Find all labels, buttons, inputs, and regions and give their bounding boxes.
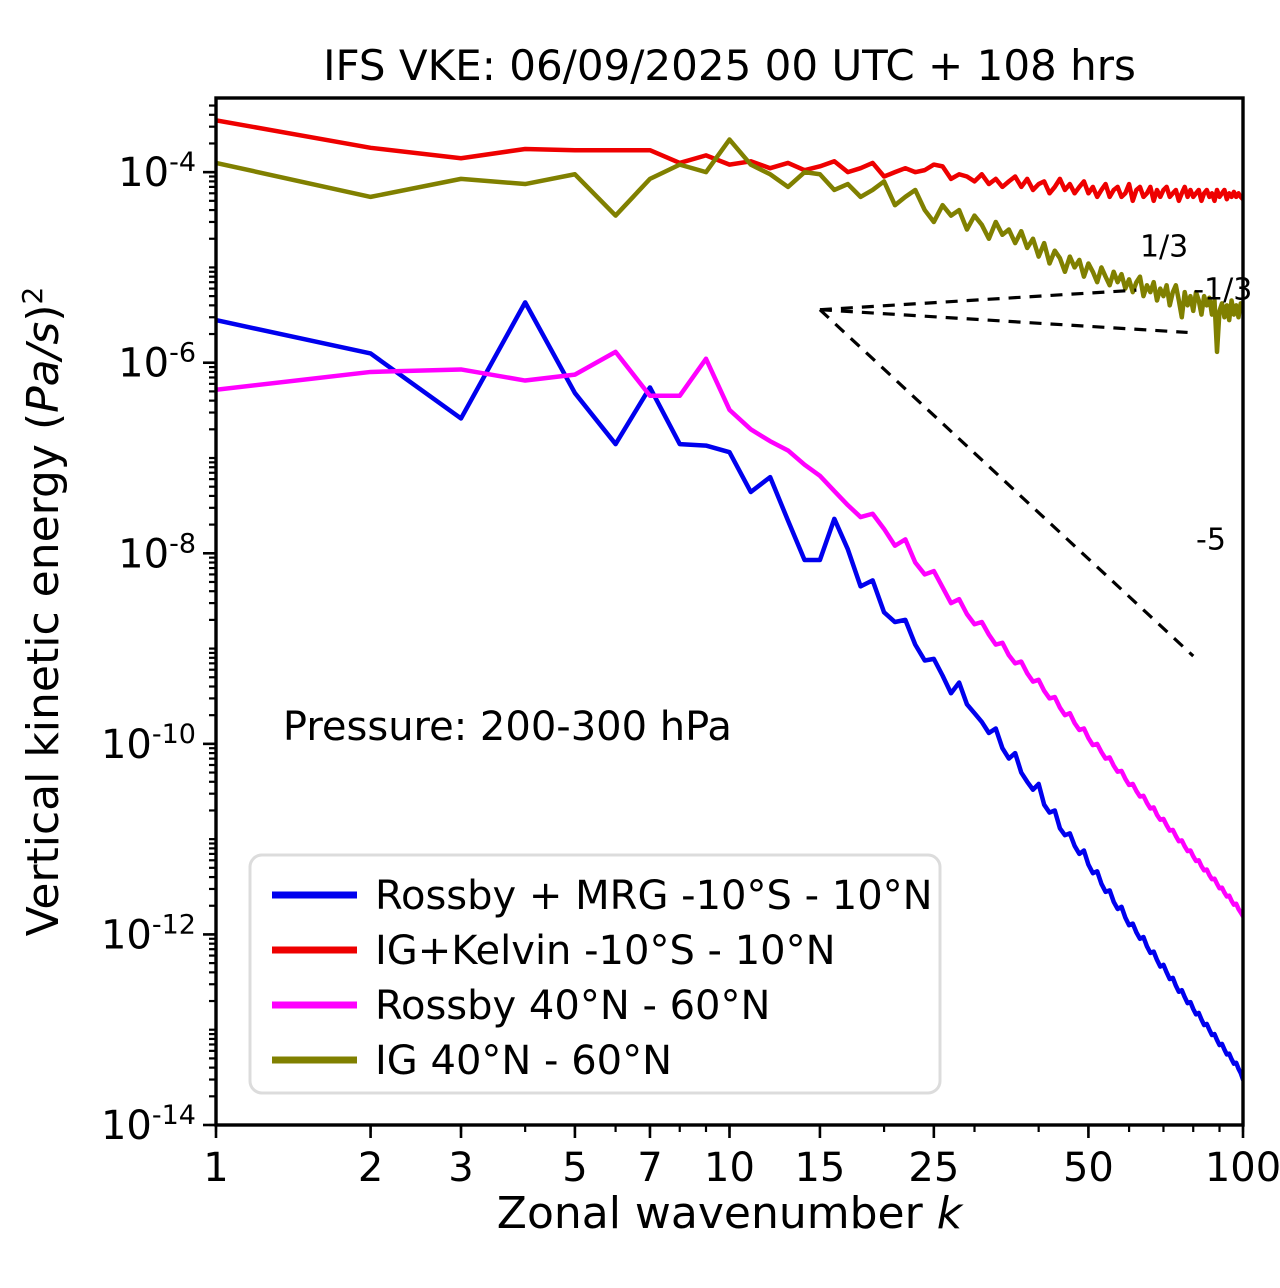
axes-frame [214,96,1245,1127]
legend-label-3: IG 40°N - 60°N [375,1038,672,1084]
y-tick-label: 10-14 [101,1100,196,1150]
legend-box [248,853,942,1095]
y-tick-label: 10-10 [101,718,196,768]
legend-label-2: Rossby 40°N - 60°N [375,983,770,1029]
x-tick-label: 2 [358,1145,383,1191]
x-axis-title: Zonal wavenumber k [497,1188,964,1239]
x-tick-label: 15 [794,1145,845,1191]
series-line-3 [216,137,1243,355]
x-tick-label: 10 [704,1145,755,1191]
y-axis-title: Vertical kinetic energy (Pa/s)2 [16,287,70,937]
chart-title: IFS VKE: 06/09/2025 00 UTC + 108 hrs [323,41,1136,90]
y-tick-label: 10-8 [118,528,196,578]
slope-label-minus-five: -5 [1196,522,1226,557]
legend-label-0: Rossby + MRG -10°S - 10°N [375,873,933,919]
series-line-2 [216,349,1243,919]
slope-label-plus-third: 1/3 [1140,230,1188,265]
x-tick-label: 5 [562,1145,587,1191]
x-tick-label: 7 [637,1145,662,1191]
x-tick-label: 50 [1063,1145,1114,1191]
x-tick-label: 3 [448,1145,473,1191]
y-tick-label: 10-4 [118,147,196,197]
series-line-0 [216,300,1243,1082]
x-tick-label: 25 [908,1145,959,1191]
x-tick-label: 1 [203,1145,228,1191]
reference-line-2 [818,308,1195,658]
series-line-1 [216,118,1243,204]
y-tick-label: 10-6 [118,337,196,387]
y-tick-label: 10-12 [101,909,196,959]
reference-line-0 [819,288,1137,312]
pressure-note: Pressure: 200-300 hPa [283,704,732,750]
legend-label-1: IG+Kelvin -10°S - 10°N [375,928,836,974]
x-tick-label: 100 [1205,1145,1280,1191]
